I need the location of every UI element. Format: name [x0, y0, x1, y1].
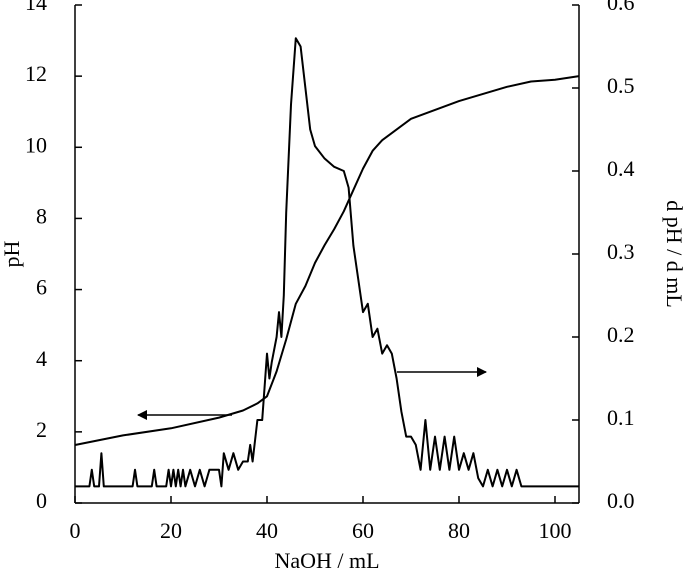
y2-tick-label: 0.5 [607, 73, 635, 98]
x-tick-label: 80 [448, 518, 470, 543]
y-tick-label: 12 [25, 61, 47, 86]
data-line [75, 37, 579, 488]
y2-tick-label: 0.1 [607, 405, 635, 430]
y2-tick-label: 0.6 [607, 0, 635, 15]
y-tick-label: 14 [25, 0, 47, 15]
x-tick-label: 0 [70, 518, 81, 543]
y-tick-label: 4 [36, 346, 47, 371]
y-tick-label: 2 [36, 417, 47, 442]
y2-tick-label: 0.2 [607, 322, 635, 347]
y-tick-label: 0 [36, 488, 47, 513]
x-axis-label: NaOH / mL [274, 548, 379, 573]
x-tick-label: 100 [539, 518, 572, 543]
x-tick-label: 20 [160, 518, 182, 543]
y2-tick-label: 0.0 [607, 488, 635, 513]
data-line [74, 75, 580, 446]
y-axis-label: pH [0, 240, 24, 267]
x-tick-label: 60 [352, 518, 374, 543]
y2-tick-label: 0.3 [607, 239, 635, 264]
y2-axis-label: d pH / d mL [662, 200, 685, 308]
y-tick-label: 10 [25, 132, 47, 157]
y-tick-label: 6 [36, 275, 47, 300]
x-tick-label: 40 [256, 518, 278, 543]
y-tick-label: 8 [36, 203, 47, 228]
y2-tick-label: 0.4 [607, 156, 635, 181]
